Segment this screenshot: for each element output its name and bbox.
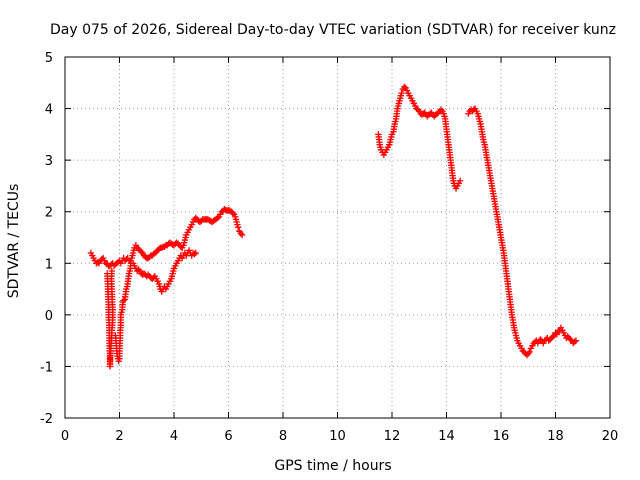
grid-layer bbox=[65, 57, 610, 418]
data-point bbox=[567, 336, 574, 343]
x-tick-label: 6 bbox=[224, 429, 232, 444]
x-tick-label: 18 bbox=[547, 429, 564, 444]
x-axis-label: GPS time / hours bbox=[274, 458, 391, 474]
data-point bbox=[108, 267, 116, 275]
series-2 bbox=[104, 267, 116, 370]
plot-frame bbox=[64, 56, 611, 419]
data-point bbox=[555, 328, 562, 335]
chart-title: Day 075 of 2026, Sidereal Day-to-day VTE… bbox=[50, 22, 616, 38]
series-4 bbox=[129, 247, 199, 295]
x-tick-label: 10 bbox=[329, 429, 346, 444]
y-tick-label: 4 bbox=[45, 103, 53, 118]
data-point bbox=[234, 223, 242, 231]
y-tick-label: 3 bbox=[45, 154, 53, 169]
y-tick-label: 0 bbox=[45, 309, 53, 324]
x-tick-label: 8 bbox=[279, 429, 287, 444]
x-tick-label: 20 bbox=[602, 429, 619, 444]
y-tick-labels: -2 -1 0 1 2 3 4 5 bbox=[40, 51, 53, 427]
series-1 bbox=[87, 205, 246, 270]
y-tick-label: 2 bbox=[45, 206, 53, 221]
data-point bbox=[571, 338, 578, 345]
y-tick-label: 5 bbox=[45, 51, 53, 66]
data-point bbox=[537, 336, 544, 343]
y-tick-label: 1 bbox=[45, 257, 53, 272]
data-point bbox=[572, 337, 580, 344]
data-point bbox=[549, 333, 556, 340]
y-tick-label: -2 bbox=[40, 412, 53, 427]
data-point bbox=[456, 177, 464, 184]
points-layer bbox=[87, 83, 580, 370]
data-point bbox=[214, 214, 221, 222]
data-point bbox=[191, 250, 198, 258]
data-point bbox=[526, 348, 533, 356]
x-tick-label: 12 bbox=[384, 429, 401, 444]
x-tick-labels: 0 2 4 6 8 10 12 14 16 18 20 bbox=[61, 429, 618, 444]
data-point bbox=[138, 248, 145, 256]
y-axis-label: SDTVAR / TECUs bbox=[6, 184, 22, 299]
series-5 bbox=[375, 83, 580, 359]
x-tick-label: 16 bbox=[493, 429, 510, 444]
data-point bbox=[401, 83, 408, 91]
data-point bbox=[398, 89, 405, 97]
x-tick-label: 14 bbox=[438, 429, 455, 444]
x-tick-label: 4 bbox=[170, 429, 178, 444]
y-tick-label: -1 bbox=[40, 360, 53, 375]
data-point bbox=[553, 331, 561, 338]
data-point bbox=[120, 297, 127, 304]
x-tick-label: 2 bbox=[115, 429, 123, 444]
data-point bbox=[192, 249, 199, 257]
data-point bbox=[238, 231, 246, 239]
x-tick-label: 0 bbox=[61, 429, 69, 444]
